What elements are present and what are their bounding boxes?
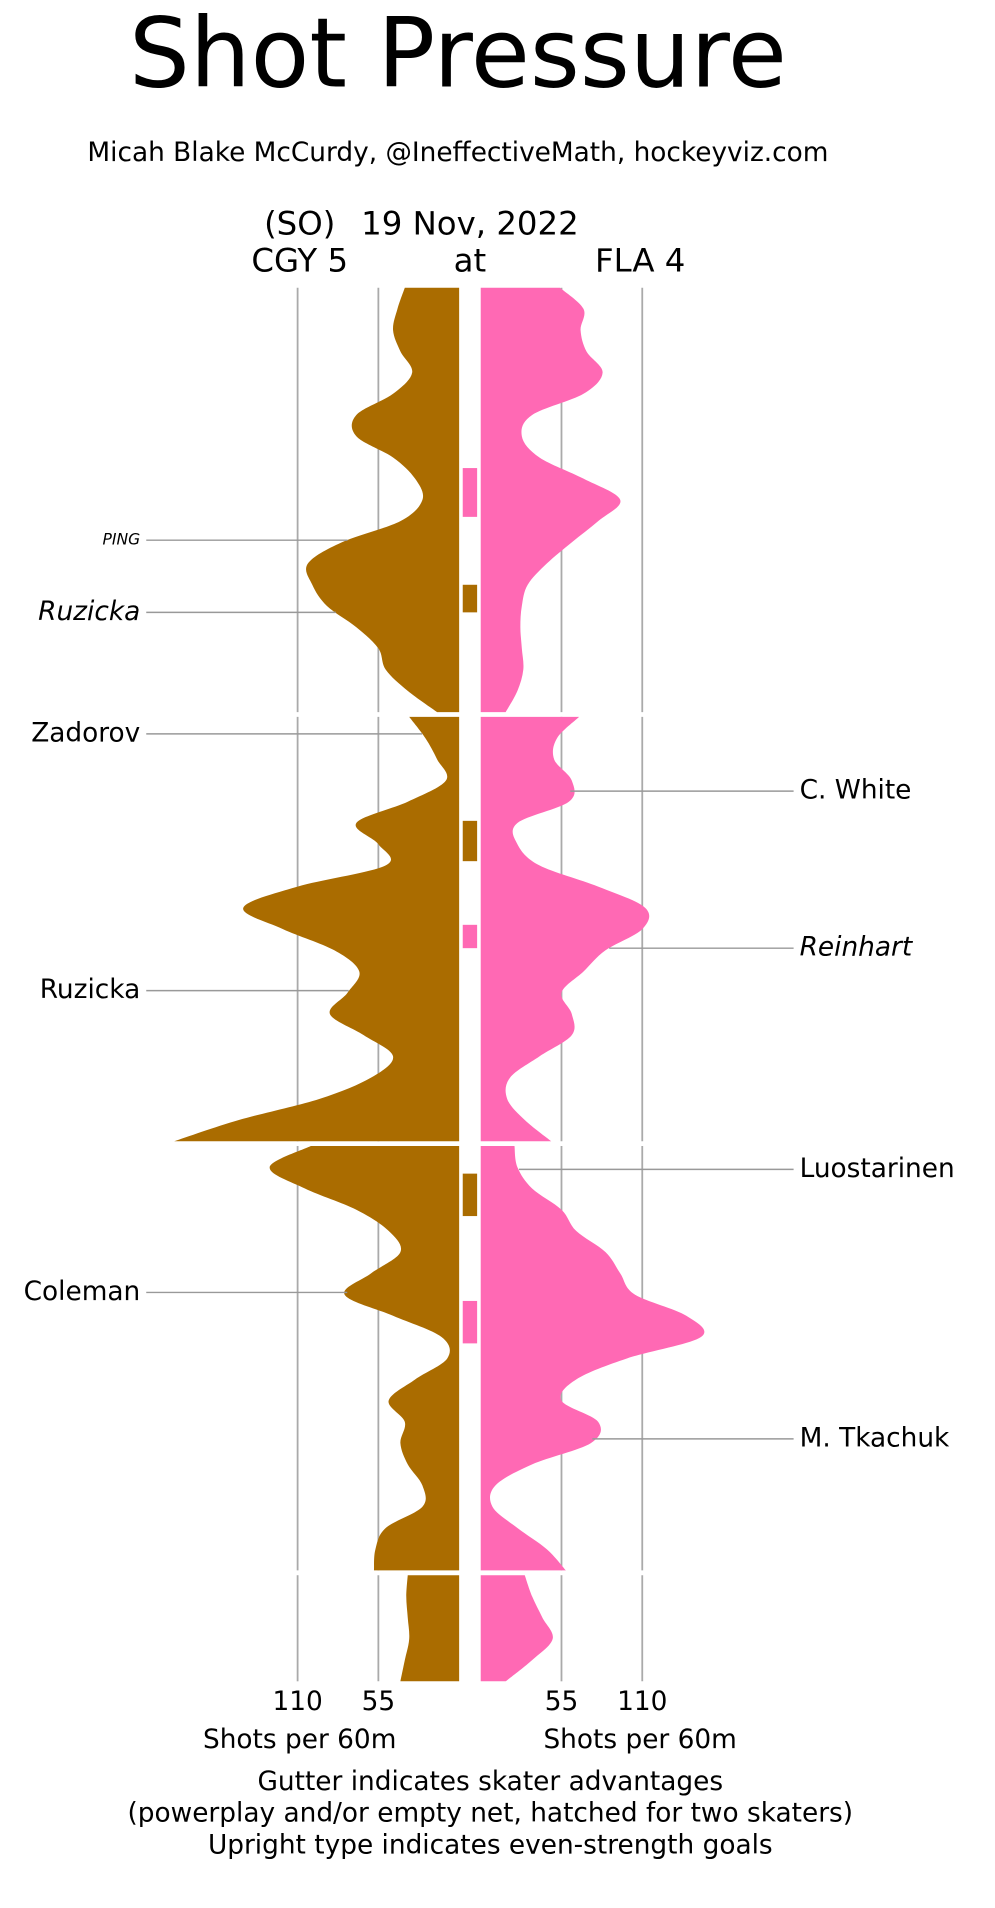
pressure-area: [174, 716, 460, 1142]
pressure-area: [480, 287, 621, 713]
scorer-label: Reinhart: [800, 933, 914, 963]
x-tick-label: 55: [545, 1687, 579, 1717]
chart-subtitle: Micah Blake McCurdy, @IneffectiveMath, h…: [87, 138, 828, 168]
advantage-bar: [462, 1300, 478, 1344]
scorer-label: PING: [103, 531, 141, 549]
scorer-label: Coleman: [24, 1277, 141, 1307]
scorer-label: Ruzicka: [40, 975, 140, 1005]
scorer-label: Zadorov: [31, 718, 140, 748]
advantage-bar: [462, 468, 478, 517]
scorer-label: M. Tkachuk: [800, 1423, 950, 1453]
scorer-label: Ruzicka: [38, 597, 140, 627]
result-note: (SO): [264, 204, 335, 242]
note: (powerplay and/or empty net, hatched for…: [128, 1798, 854, 1828]
advantage-bar: [462, 1173, 478, 1217]
note: Gutter indicates skater advantages: [258, 1767, 724, 1797]
x-axis-label: Shots per 60m: [203, 1725, 396, 1755]
team-label: FLA 4: [595, 242, 685, 280]
pressure-area: [480, 1575, 553, 1682]
scorer-label: C. White: [800, 776, 912, 806]
advantage-bar: [462, 584, 478, 613]
x-tick-label: 110: [272, 1687, 322, 1717]
pressure-area: [269, 1146, 460, 1571]
x-axis-label: Shots per 60m: [543, 1725, 736, 1755]
pressure-area: [306, 287, 460, 713]
game-date: 19 Nov, 2022: [361, 204, 579, 242]
pressure-area: [480, 716, 650, 1142]
x-tick-label: 110: [617, 1687, 667, 1717]
pressure-area: [480, 1146, 705, 1571]
x-tick-label: 55: [362, 1687, 396, 1717]
pressure-area: [400, 1575, 460, 1682]
chart-title: Shot Pressure: [129, 0, 787, 109]
team-label: CGY 5: [251, 242, 348, 280]
scorer-label: Luostarinen: [800, 1154, 955, 1184]
advantage-bar: [462, 820, 478, 862]
at-label: at: [454, 242, 487, 280]
advantage-bar: [462, 924, 478, 949]
note: Upright type indicates even-strength goa…: [208, 1831, 773, 1861]
